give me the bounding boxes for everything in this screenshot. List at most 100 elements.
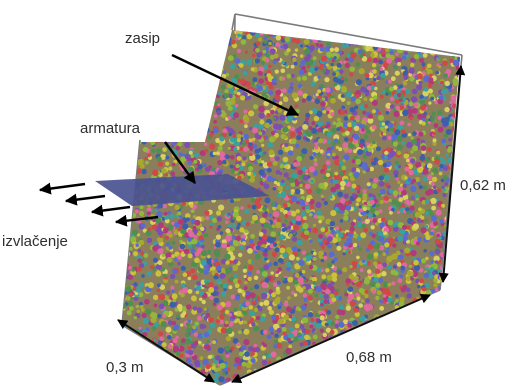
backfill-particle xyxy=(451,343,457,348)
backfill-particle xyxy=(200,128,204,132)
backfill-particle xyxy=(165,74,171,79)
backfill-particle xyxy=(442,42,447,47)
backfill-particle xyxy=(227,55,234,61)
backfill-particle xyxy=(125,162,130,167)
backfill-particle xyxy=(291,246,298,252)
backfill-particle xyxy=(280,363,285,368)
backfill-particle xyxy=(453,324,458,328)
backfill-particle xyxy=(444,36,448,41)
backfill-particle xyxy=(439,219,444,224)
backfill-particle xyxy=(264,197,271,204)
backfill-particle xyxy=(122,257,127,261)
backfill-particle xyxy=(337,191,344,198)
backfill-particle xyxy=(355,79,362,86)
backfill-particle xyxy=(159,101,165,107)
backfill-particle xyxy=(116,215,121,220)
backfill-particle xyxy=(139,304,144,309)
backfill-particle xyxy=(453,25,457,29)
backfill-particle xyxy=(182,272,188,278)
backfill-particle xyxy=(217,103,221,107)
backfill-particle xyxy=(429,212,434,217)
backfill-particle xyxy=(443,30,448,35)
backfill-particle xyxy=(405,239,411,244)
backfill-particle xyxy=(301,317,309,324)
backfill-particle xyxy=(230,90,235,95)
backfill-particle xyxy=(122,46,123,53)
backfill-particle xyxy=(188,83,194,88)
backfill-particle xyxy=(164,215,169,220)
backfill-particle xyxy=(177,141,183,147)
backfill-particle xyxy=(213,38,218,43)
backfill-particle xyxy=(382,300,387,304)
backfill-particle xyxy=(363,278,370,285)
backfill-particle xyxy=(300,30,306,36)
backfill-particle xyxy=(331,23,335,27)
backfill-particle xyxy=(258,105,265,113)
backfill-particle xyxy=(402,37,408,43)
backfill-particle xyxy=(144,69,151,76)
backfill-particle xyxy=(445,306,449,310)
backfill-particle xyxy=(271,381,278,385)
backfill-particle xyxy=(185,84,190,89)
backfill-particle xyxy=(178,23,183,28)
backfill-particle xyxy=(260,60,265,65)
backfill-particle xyxy=(193,82,197,86)
backfill-particle xyxy=(152,75,159,82)
backfill-particle xyxy=(258,25,262,29)
backfill-particle xyxy=(427,83,433,88)
backfill-particle xyxy=(177,40,184,47)
backfill-particle xyxy=(130,269,137,276)
backfill-particle xyxy=(122,71,126,76)
backfill-particle xyxy=(196,285,202,291)
backfill-particle xyxy=(331,237,338,244)
backfill-particle xyxy=(381,122,386,126)
backfill-particle xyxy=(207,30,212,32)
backfill-particle xyxy=(236,384,243,385)
backfill-particle xyxy=(248,126,253,131)
backfill-particle xyxy=(406,293,412,299)
backfill-particle xyxy=(311,365,318,371)
backfill-particle xyxy=(239,146,244,151)
backfill-particle xyxy=(112,379,117,384)
backfill-particle xyxy=(396,381,402,385)
backfill-particle xyxy=(439,301,444,306)
backfill-particle xyxy=(221,46,227,52)
backfill-particle xyxy=(154,47,161,54)
backfill-particle xyxy=(169,273,176,280)
backfill-particle xyxy=(166,355,171,361)
backfill-particle xyxy=(160,68,165,73)
backfill-particle xyxy=(124,335,130,341)
backfill-particle xyxy=(264,58,270,63)
backfill-particle xyxy=(284,219,288,223)
backfill-particle xyxy=(145,57,150,63)
backfill-particle xyxy=(187,346,192,351)
backfill-particle xyxy=(455,346,460,352)
backfill-particle xyxy=(456,157,460,162)
backfill-particle xyxy=(378,111,382,115)
backfill-particle xyxy=(264,277,270,283)
backfill-particle xyxy=(461,214,467,220)
backfill-particle xyxy=(122,42,123,47)
backfill-particle xyxy=(152,361,156,366)
backfill-particle xyxy=(294,104,298,108)
backfill-particle xyxy=(397,57,402,62)
backfill-particle xyxy=(439,35,444,40)
backfill-particle xyxy=(122,58,126,65)
backfill-particle xyxy=(233,146,238,152)
backfill-particle xyxy=(244,50,249,54)
backfill-particle xyxy=(115,327,121,333)
backfill-particle xyxy=(114,267,117,270)
backfill-particle xyxy=(385,325,392,332)
backfill-particle xyxy=(170,93,175,98)
backfill-particle xyxy=(382,326,389,333)
backfill-particle xyxy=(335,314,340,320)
backfill-particle xyxy=(462,77,468,83)
backfill-particle xyxy=(183,85,188,90)
backfill-particle xyxy=(219,362,226,369)
backfill-particle xyxy=(163,74,167,78)
backfill-particle xyxy=(296,377,301,383)
backfill-particle xyxy=(359,138,365,144)
backfill-particle xyxy=(148,363,152,368)
backfill-particle xyxy=(262,30,269,33)
backfill-particle xyxy=(310,179,315,184)
